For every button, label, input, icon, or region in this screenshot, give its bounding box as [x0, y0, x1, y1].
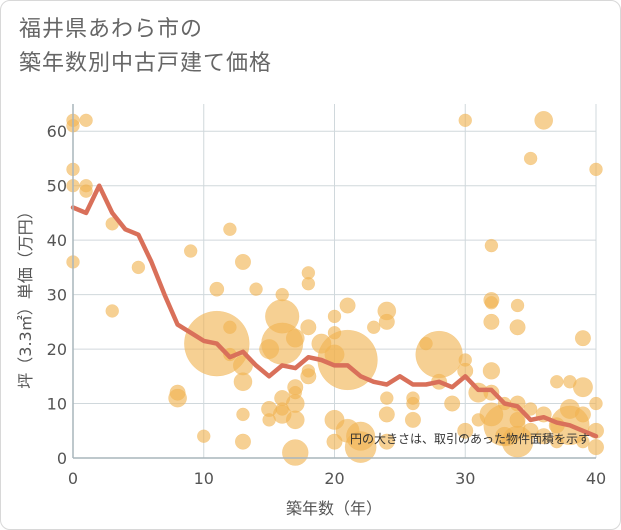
- scatter-point: [234, 253, 252, 270]
- scatter-point: [249, 282, 263, 296]
- scatter-point: [457, 422, 474, 439]
- y-tick-label: 10: [47, 395, 67, 414]
- axes: [72, 104, 596, 459]
- scatter-point: [223, 222, 237, 237]
- scatter-point: [484, 238, 499, 253]
- scatter-point: [380, 391, 394, 405]
- scatter-point: [285, 328, 305, 348]
- scatter-point: [550, 375, 564, 389]
- scatter-point: [79, 184, 93, 198]
- scatter-point: [327, 309, 342, 324]
- scatter-point: [589, 162, 603, 177]
- scatter-point: [233, 372, 253, 392]
- x-tick-label: 0: [68, 469, 78, 488]
- scatter-point: [209, 281, 225, 297]
- trend-line-group: [70, 183, 599, 439]
- y-tick-label: 20: [47, 340, 67, 359]
- scatter-point: [587, 439, 605, 456]
- scatter-point: [576, 434, 590, 449]
- x-tick-label: 10: [194, 469, 214, 488]
- scatter-point: [572, 377, 593, 398]
- x-tick-label: 30: [455, 469, 475, 488]
- scatter-point: [534, 110, 554, 130]
- scatter-point: [458, 113, 472, 128]
- scatter-point: [523, 402, 538, 416]
- scatter-point: [483, 313, 500, 330]
- scatter-point: [482, 362, 501, 380]
- scatter-point: [183, 244, 198, 258]
- scatter-point: [301, 276, 316, 291]
- scatter-point: [300, 319, 317, 336]
- scatter-point: [300, 368, 317, 385]
- scatter-point: [484, 296, 499, 310]
- scatter-point: [79, 113, 93, 128]
- y-axis-label: 坪（3.3㎡）単価（万円）: [16, 203, 35, 388]
- scatter-point: [523, 151, 538, 166]
- scatter-point: [444, 395, 461, 412]
- bubble-size-note: 円の大きさは、取引のあった物件面積を示す: [350, 431, 590, 446]
- x-tick-label: 40: [586, 469, 606, 488]
- scatter-point: [236, 407, 250, 422]
- scatter-point: [415, 330, 463, 379]
- scatter-point: [406, 396, 420, 411]
- trend-line: [70, 183, 599, 439]
- scatter-point: [510, 298, 525, 313]
- scatter-point: [275, 287, 289, 302]
- scatter-point: [366, 320, 381, 335]
- scatter-point: [168, 388, 187, 408]
- y-tick-label: 30: [47, 286, 67, 305]
- scatter-point: [589, 396, 603, 411]
- tick-labels: 0 10 20 30 40 0 10 20 30 40 50 60: [47, 122, 607, 488]
- scatter-point: [234, 433, 252, 450]
- scatter-point: [378, 313, 395, 330]
- scatter-point: [131, 260, 146, 275]
- scatter-point: [404, 411, 422, 428]
- scatter-point: [285, 410, 305, 430]
- y-tick-label: 0: [57, 449, 67, 468]
- scatter-point: [285, 394, 305, 413]
- scatter-point: [574, 330, 591, 347]
- scatter-point: [223, 320, 237, 335]
- scatter-point: [197, 429, 211, 443]
- scatter-point: [105, 304, 119, 318]
- scatter-point: [574, 406, 591, 423]
- scatter-point: [344, 431, 377, 463]
- y-tick-label: 40: [47, 231, 67, 250]
- y-tick-label: 50: [47, 177, 67, 196]
- chart-title: 福井県あわら市の 築年数別中古戸建て価格: [19, 17, 273, 76]
- x-axis-label: 築年数（年）: [286, 499, 382, 518]
- y-tick-label: 60: [47, 122, 67, 141]
- scatter-point: [282, 439, 309, 466]
- scatter-point: [378, 433, 395, 450]
- scatter-point: [378, 406, 395, 423]
- scatter-point: [339, 297, 356, 314]
- x-tick-label: 20: [324, 469, 344, 488]
- scatter-point: [509, 319, 526, 336]
- scatter-point: [535, 428, 552, 445]
